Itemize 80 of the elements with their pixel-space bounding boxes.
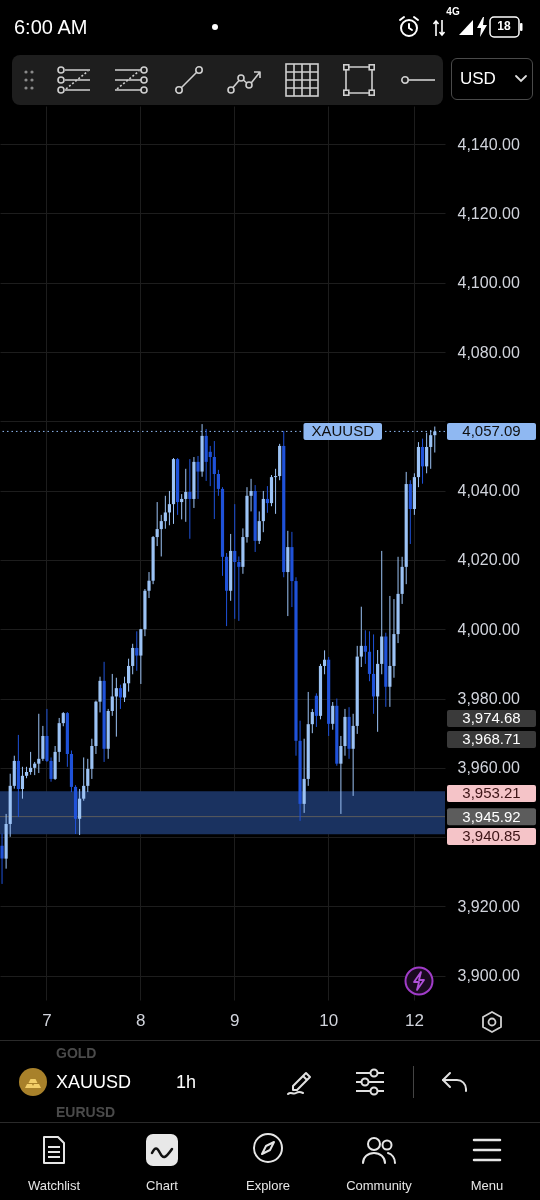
- candlestick: [388, 595, 392, 708]
- candlestick: [257, 510, 261, 545]
- candlestick: [135, 630, 139, 672]
- text: 18: [497, 19, 511, 34]
- candlestick: [0, 833, 4, 885]
- candlestick: [237, 555, 241, 622]
- y-tick-label: 3,980.00: [457, 690, 520, 708]
- text: 1h: [176, 1071, 197, 1093]
- text: 3,940.85: [462, 826, 521, 845]
- candlestick: [433, 426, 437, 454]
- y-tick-label: 4,040.00: [457, 482, 520, 500]
- candlestick: [188, 458, 192, 540]
- candlestick: [351, 713, 355, 797]
- candlestick: [420, 438, 425, 485]
- y-tick-label: 4,020.00: [457, 551, 520, 569]
- annotation: XAUUSD: [311, 422, 375, 440]
- text: 3,968.71: [462, 729, 521, 748]
- x-tick-label: 10: [319, 1010, 339, 1030]
- candlestick: [86, 758, 90, 793]
- text: Explore: [245, 1177, 291, 1194]
- text: 3,974.68: [462, 708, 521, 727]
- y-tick-label: 4,140.00: [457, 135, 520, 153]
- candlestick: [78, 788, 82, 836]
- y-tick-label: 4,100.00: [457, 274, 520, 292]
- x-tick-label: 7: [42, 1010, 52, 1030]
- y-tick-label: 3,900.00: [457, 967, 520, 985]
- candlestick: [163, 495, 167, 530]
- candlestick: [118, 684, 123, 710]
- text: EURUSD: [56, 1103, 116, 1121]
- text: Watchlist: [27, 1177, 81, 1194]
- candlestick: [184, 468, 188, 523]
- x-tick-label: 8: [136, 1010, 146, 1030]
- candlestick: [196, 455, 200, 500]
- text: 6:00 AM: [14, 15, 88, 39]
- candlestick: [110, 673, 114, 717]
- text: 3,953.21: [462, 783, 521, 802]
- candlestick: [331, 701, 335, 731]
- candlestick: [314, 692, 318, 728]
- text: Menu: [470, 1177, 504, 1194]
- candlestick: [114, 677, 118, 738]
- ref-line-label: 3,945.92: [462, 807, 521, 825]
- y-tick-label: 4,080.00: [457, 343, 520, 361]
- candlestick: [265, 485, 269, 514]
- candlestick: [180, 493, 184, 520]
- text: 4G: [446, 6, 460, 18]
- candlestick: [261, 490, 265, 533]
- candlestick: [233, 503, 237, 620]
- candlestick: [363, 629, 367, 665]
- candlestick: [159, 514, 163, 557]
- text: Community: [346, 1177, 412, 1194]
- candlestick: [359, 606, 363, 668]
- candlestick: [167, 490, 172, 526]
- candlestick: [131, 643, 135, 675]
- candlestick: [37, 713, 41, 774]
- y-tick-label: 3,920.00: [457, 897, 520, 915]
- candlestick: [216, 469, 221, 497]
- text: XAUUSD: [56, 1071, 132, 1093]
- candlestick: [425, 432, 429, 474]
- candlestick: [310, 708, 314, 734]
- ref-line-label: 4,057.09: [462, 422, 521, 440]
- candlestick: [29, 751, 33, 776]
- candlestick: [122, 676, 127, 703]
- x-tick-label: 12: [404, 1010, 424, 1030]
- candlestick: [367, 630, 372, 682]
- x-tick-label: 9: [230, 1010, 240, 1030]
- candlestick: [41, 725, 45, 762]
- candlestick: [322, 649, 327, 675]
- candlestick: [429, 429, 433, 470]
- candlestick: [371, 633, 376, 715]
- text: USD: [460, 69, 496, 89]
- y-tick-label: 3,960.00: [457, 759, 520, 777]
- candlestick: [127, 658, 131, 693]
- y-tick-label: 4,000.00: [457, 620, 520, 638]
- candlestick: [20, 766, 25, 800]
- text: Chart: [146, 1177, 178, 1194]
- y-tick-label: 4,120.00: [457, 204, 520, 222]
- text: GOLD: [56, 1044, 97, 1062]
- candlestick: [82, 756, 86, 802]
- candlestick: [212, 440, 216, 520]
- candlestick: [155, 501, 159, 547]
